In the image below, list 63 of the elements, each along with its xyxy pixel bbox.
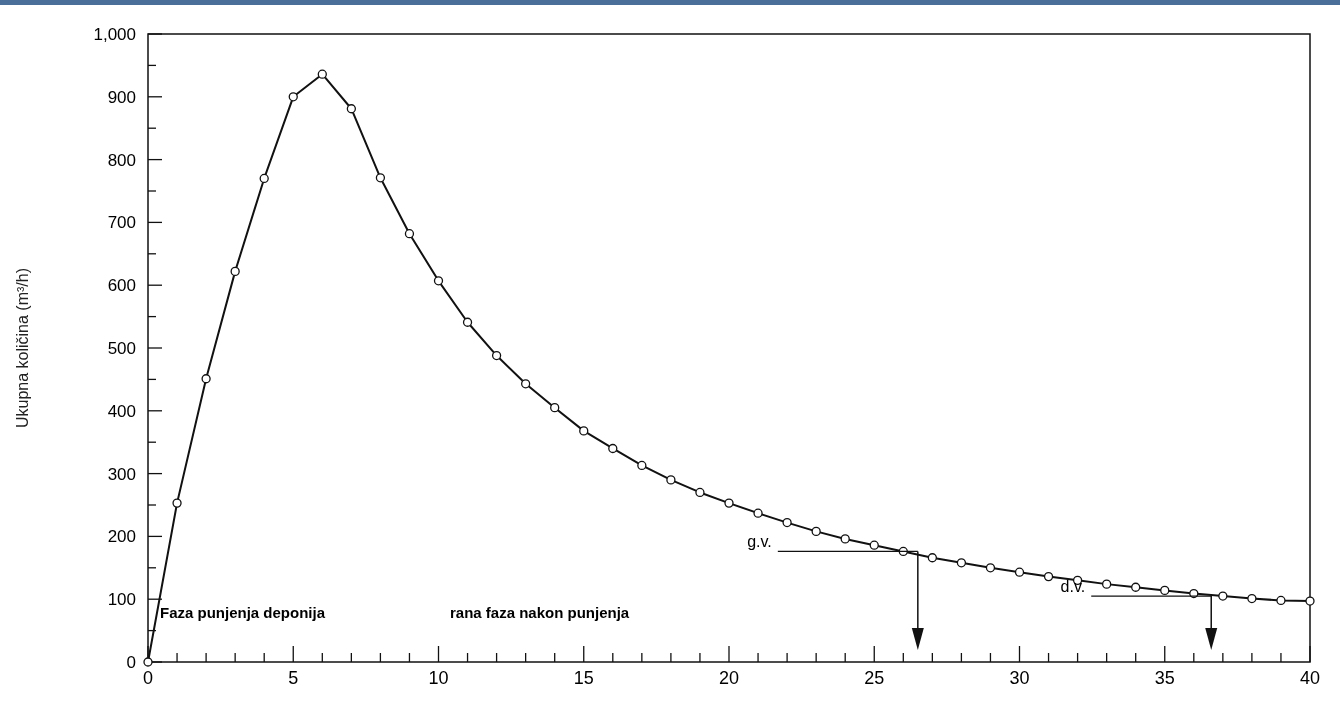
x-tick-label: 30 — [1009, 668, 1030, 688]
x-tick-label: 15 — [573, 668, 594, 688]
y-tick-label: 800 — [107, 150, 136, 170]
point — [462, 317, 473, 327]
point — [811, 526, 821, 537]
point — [782, 517, 792, 528]
point — [724, 498, 734, 508]
point — [1305, 596, 1315, 606]
y-tick-label: 300 — [107, 464, 136, 484]
y-tick-label: 1,000 — [93, 24, 136, 44]
point — [1160, 585, 1170, 596]
point — [1218, 591, 1228, 601]
point — [433, 276, 444, 286]
point — [579, 426, 589, 436]
point — [1276, 595, 1286, 606]
point — [346, 104, 356, 114]
annotation: g.v. — [747, 533, 772, 551]
point — [608, 443, 618, 454]
point — [666, 475, 676, 485]
point — [172, 498, 182, 508]
point — [317, 69, 327, 79]
x-tick-label: 35 — [1154, 668, 1175, 688]
point — [869, 540, 879, 550]
point — [550, 403, 560, 413]
point — [956, 558, 967, 568]
y-tick-label: 500 — [107, 338, 136, 358]
y-tick-label: 200 — [107, 527, 136, 547]
point — [1102, 579, 1112, 589]
y-tick-label: 0 — [126, 652, 136, 672]
annotation: Faza punjenja deponija — [160, 604, 326, 621]
x-tick-label: 40 — [1299, 668, 1321, 688]
point — [840, 534, 850, 544]
point — [143, 657, 153, 667]
point — [985, 563, 996, 573]
point — [404, 229, 415, 239]
x-tick-label: 10 — [428, 668, 449, 688]
point — [637, 460, 647, 471]
x-tick-label: 5 — [288, 668, 299, 688]
point — [491, 350, 502, 361]
point — [1131, 582, 1141, 592]
point — [1014, 567, 1025, 577]
x-tick-label: 20 — [718, 668, 740, 688]
annotation: d.v. — [1060, 578, 1086, 596]
y-tick-label: 400 — [107, 401, 136, 421]
y-tick-label: 700 — [107, 213, 136, 233]
annotation: rana faza nakon punjenja — [450, 604, 630, 621]
point — [288, 92, 298, 102]
point — [1043, 571, 1054, 582]
y-tick-label: 900 — [107, 87, 136, 107]
point — [259, 173, 269, 184]
x-tick-label: 25 — [864, 668, 885, 688]
y-tick-label: 100 — [107, 590, 136, 610]
point — [1247, 593, 1257, 604]
point — [230, 266, 240, 277]
point — [695, 487, 705, 498]
point — [375, 173, 386, 183]
y-tick-label: 600 — [107, 276, 136, 296]
x-tick-label: 0 — [142, 668, 154, 688]
point — [753, 508, 763, 518]
point — [201, 374, 211, 384]
y-axis-title: Ukupna količina (m³/h) — [14, 267, 31, 429]
point — [927, 553, 937, 563]
point — [521, 379, 531, 389]
